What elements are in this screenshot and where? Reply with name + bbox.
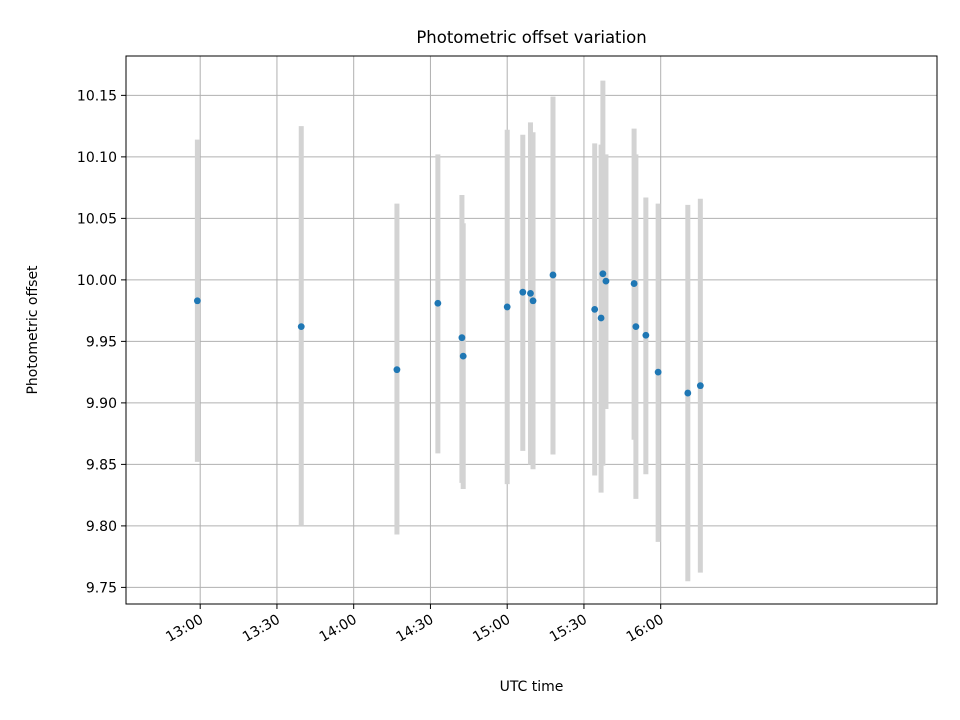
data-point bbox=[597, 314, 605, 322]
data-point bbox=[527, 290, 534, 297]
y-tick-label: 10.10 bbox=[77, 150, 117, 166]
y-tick-label: 10.05 bbox=[77, 211, 117, 227]
y-axis-ticks: 9.75 9.80 9.85 9.90 9.95 10.00 10.05 10.10 10.15 bbox=[77, 88, 126, 596]
data-point bbox=[193, 297, 201, 305]
data-point bbox=[458, 334, 466, 342]
y-tick-label: 9.85 bbox=[86, 457, 117, 473]
data-point bbox=[529, 297, 537, 305]
data-point bbox=[684, 389, 692, 397]
data-point bbox=[591, 305, 599, 313]
x-axis-label: UTC time bbox=[500, 679, 564, 695]
data-point bbox=[642, 331, 650, 339]
y-tick-label: 9.80 bbox=[86, 519, 117, 535]
data-points bbox=[193, 270, 704, 397]
data-point bbox=[503, 303, 511, 311]
chart-title: Photometric offset variation bbox=[416, 28, 646, 47]
data-point bbox=[459, 352, 467, 360]
y-tick-label: 9.95 bbox=[86, 334, 117, 350]
data-point bbox=[434, 299, 442, 307]
data-point bbox=[599, 270, 607, 278]
y-tick-label: 10.15 bbox=[77, 88, 117, 104]
data-point bbox=[632, 323, 640, 331]
y-tick-label: 10.00 bbox=[77, 273, 117, 289]
y-tick-label: 9.75 bbox=[86, 580, 117, 596]
data-point bbox=[696, 382, 704, 390]
data-point bbox=[630, 280, 638, 287]
data-point bbox=[393, 366, 401, 374]
y-tick-label: 9.90 bbox=[86, 396, 117, 412]
data-point bbox=[519, 288, 527, 296]
data-point bbox=[602, 277, 610, 285]
y-axis-label: Photometric offset bbox=[25, 265, 41, 395]
data-point bbox=[297, 323, 305, 331]
data-point bbox=[654, 368, 662, 376]
data-point bbox=[549, 271, 557, 279]
plot-frame bbox=[125, 55, 938, 605]
